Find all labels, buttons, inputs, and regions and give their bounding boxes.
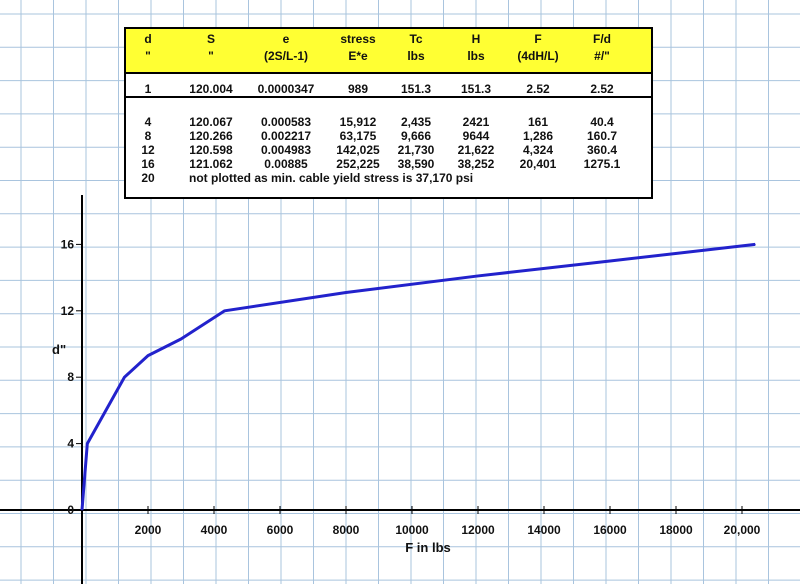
table-cell: 4 [144,115,152,129]
table-cell: 120.067 [189,115,233,129]
column-header: d [144,32,152,46]
table-note: not plotted as min. cable yield stress i… [189,171,474,185]
table-cell: 15,912 [339,115,377,129]
table-cell: 1,286 [522,129,554,143]
table-cell: 1 [144,82,152,96]
table-cell: 989 [347,82,369,96]
table-cell: 38,252 [457,157,495,171]
table-cell: 160.7 [586,129,618,143]
column-header: H [471,32,481,46]
table-cell: 161 [527,115,549,129]
x-tick-labels: 2000 4000 6000 8000 10000 12000 14000 16000 1800… [135,506,761,537]
table-cell: 151.3 [400,82,432,96]
table-cell: 0.0000347 [257,82,315,96]
column-header: F [534,32,542,46]
x-tick-label: 20,000 [724,523,761,537]
table-cell: 252,225 [336,157,380,171]
table-cell: 0.000583 [260,115,312,129]
column-unit: " [208,49,214,63]
x-tick-label: 12000 [461,523,495,537]
data-point [147,355,149,357]
x-tick-label: 10000 [395,523,429,537]
data-point [86,443,88,445]
table-cell: 63,175 [339,129,377,143]
table-cell: 21,730 [397,143,435,157]
column-header: S [206,32,215,46]
column-header: stress [340,32,376,46]
x-axis-label: F in lbs [405,540,451,555]
table-cell: 2.52 [526,82,550,96]
table-cell: 16 [141,157,155,171]
data-point [609,260,611,262]
table-cell: 20,401 [519,157,557,171]
table-cell: 4,324 [522,143,554,157]
y-axis-label: d" [52,342,66,357]
table-cell: 2.52 [590,82,614,96]
column-unit: (4dH/L) [517,49,559,63]
table-cell: 2,435 [400,115,432,129]
data-point [123,376,125,378]
column-unit: #/" [594,49,610,63]
column-header: e [282,32,290,46]
table-cell: 0.004983 [260,143,312,157]
column-unit: E*e [348,49,368,63]
data-point [477,275,479,277]
note-d-cell: 20 [141,171,155,185]
column-unit: lbs [407,49,425,63]
series-layer [80,242,756,511]
table-cell: 21,622 [457,143,495,157]
table-cell: 0.00885 [264,157,308,171]
x-tick-label: 6000 [267,523,294,537]
table-cell: 2421 [462,115,490,129]
column-unit: lbs [467,49,485,63]
x-tick-label: 8000 [333,523,360,537]
y-tick-label: 8 [67,370,74,384]
table-cell: 120.004 [189,82,233,96]
data-point [224,310,226,312]
y-tick-label: 16 [61,237,75,251]
table-cell: 9,666 [400,129,432,143]
x-tick-label: 16000 [593,523,627,537]
table-cell: 151.3 [460,82,492,96]
table-cell: 1275.1 [583,157,621,171]
x-tick-label: 18000 [659,523,693,537]
data-point [180,338,182,340]
column-unit: (2S/L-1) [263,49,308,63]
y-tick-label: 4 [67,437,74,451]
y-tick-label: 0 [67,503,74,517]
series-line [80,242,756,511]
axes [0,195,800,584]
table-cell: 8 [144,129,152,143]
x-tick-label: 14000 [527,523,561,537]
table-cell: 12 [141,143,155,157]
column-header: Tc [409,32,423,46]
table-cell: 40.4 [590,115,614,129]
table-cell: 120.598 [189,143,233,157]
table-cell: 142,025 [336,143,380,157]
column-header: F/d [593,32,611,46]
table-cell: 38,590 [397,157,435,171]
y-tick-labels: 0 4 8 12 16 [61,237,82,517]
table-separator [126,96,651,98]
table-cell: 360.4 [586,143,618,157]
y-tick-label: 12 [61,304,75,318]
x-tick-label: 4000 [201,523,228,537]
table-cell: 120.266 [189,129,233,143]
column-unit: " [145,49,151,63]
table-cell: 9644 [462,129,490,143]
x-tick-label: 2000 [135,523,162,537]
data-point [345,292,347,294]
data-point [754,243,756,245]
data-point [81,509,83,511]
table-cell: 0.002217 [260,129,312,143]
table-cell: 121.062 [189,157,233,171]
